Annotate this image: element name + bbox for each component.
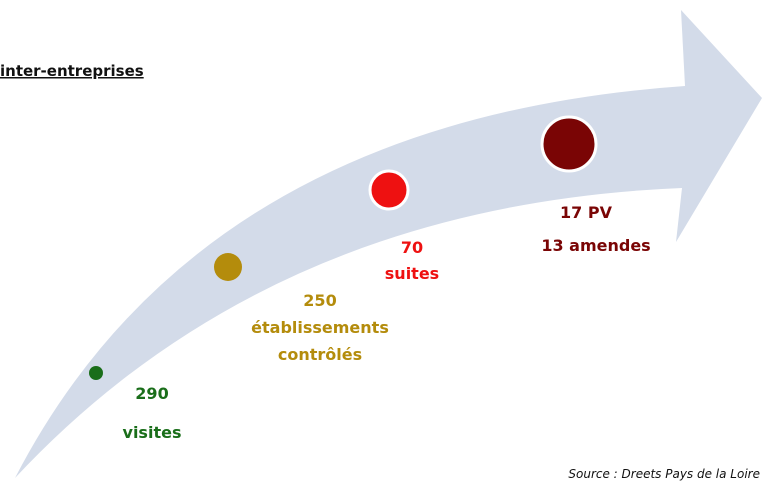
step-label: contrôlés — [278, 345, 362, 364]
step-label: établissements — [251, 318, 389, 337]
step-dot — [368, 169, 410, 211]
step-dot — [540, 115, 598, 173]
step-label: 250 — [303, 291, 336, 310]
step-dot — [89, 366, 103, 380]
step-label: 70 — [401, 238, 423, 257]
step-label: visites — [123, 423, 182, 442]
step-label: 290 — [135, 384, 168, 403]
source: Source : Dreets Pays de la Loire — [568, 467, 760, 481]
title: inter-entreprises — [0, 62, 144, 80]
step-dot — [214, 253, 242, 281]
step-label: 13 amendes — [541, 236, 650, 255]
step-label: suites — [385, 264, 439, 283]
step-label: 17 PV — [560, 203, 613, 222]
